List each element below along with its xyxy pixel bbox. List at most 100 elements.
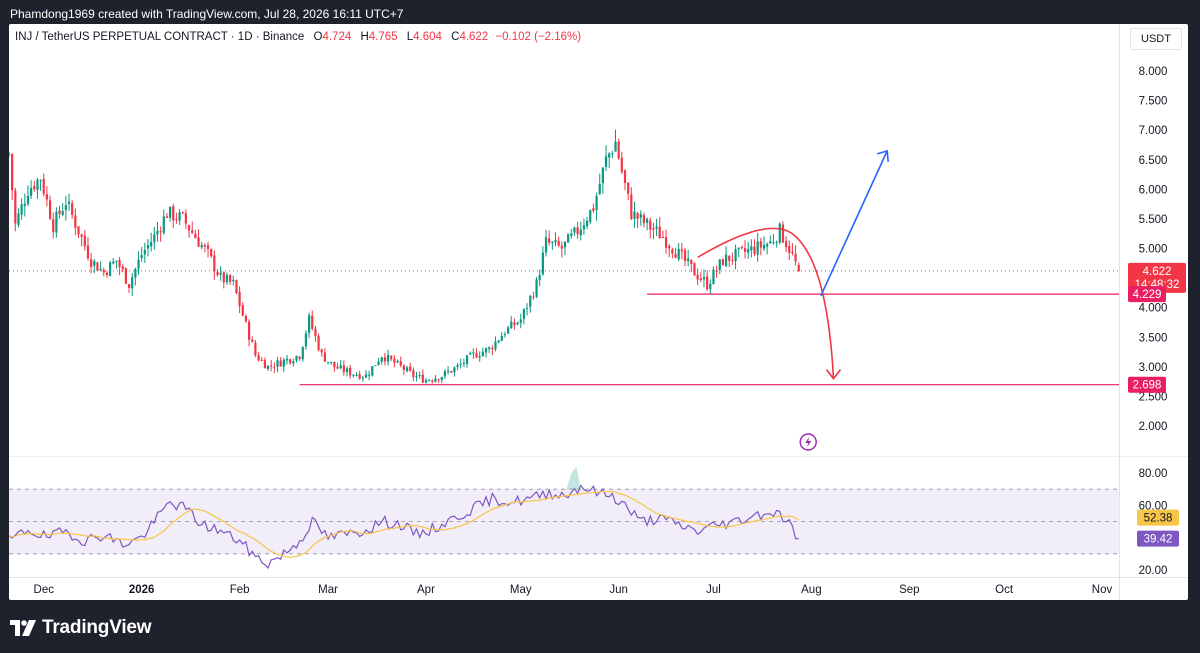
candle-body — [731, 259, 734, 261]
candle-body — [140, 255, 143, 259]
time-tick-label: Oct — [995, 584, 1014, 596]
time-tick-label: 2026 — [129, 584, 155, 596]
candle-body — [235, 280, 238, 294]
candle-body — [500, 335, 503, 342]
currency-button[interactable]: USDT — [1130, 28, 1182, 50]
tradingview-brand: TradingView — [42, 617, 152, 638]
candle-body — [560, 245, 563, 249]
chart-area[interactable]: 8.0007.5007.0006.5006.0005.5005.0004.500… — [9, 24, 1188, 600]
candle-body — [762, 244, 766, 249]
candle-body — [668, 246, 671, 249]
candle-body — [611, 153, 614, 155]
candle-body — [456, 364, 459, 367]
candle-body — [105, 272, 109, 276]
candle-body — [273, 367, 276, 369]
candle-body — [349, 367, 352, 376]
candle-body — [759, 241, 762, 248]
candle-body — [718, 259, 721, 271]
candle-body — [342, 365, 345, 373]
candle-body — [791, 251, 794, 254]
candle-body — [102, 269, 105, 273]
candle-body — [172, 206, 175, 221]
candle-body — [26, 195, 30, 204]
candle-body — [289, 359, 292, 363]
price-and-rsi-chart[interactable]: 8.0007.5007.0006.5006.0005.5005.0004.500… — [9, 24, 1188, 600]
candle-body — [516, 322, 519, 325]
time-tick-label: Mar — [318, 584, 338, 596]
candle-body — [55, 211, 58, 233]
candle-body — [260, 359, 263, 361]
candle-body — [428, 380, 431, 382]
candle-body — [769, 241, 772, 244]
candle-body — [443, 371, 447, 377]
rsi-value: 39.42 — [1144, 534, 1173, 546]
candle-body — [374, 365, 377, 367]
candle-body — [345, 368, 349, 373]
candle-body — [399, 361, 402, 366]
candle-body — [431, 380, 434, 382]
candle-body — [469, 352, 472, 355]
candle-body — [314, 328, 317, 337]
price-tick-label: 3.500 — [1139, 332, 1168, 344]
candle-body — [484, 348, 488, 353]
time-tick-label: Dec — [34, 584, 55, 596]
candle-body — [766, 244, 769, 247]
lightning-bolt-glyph — [805, 437, 812, 447]
candle-body — [127, 284, 131, 289]
candle-body — [156, 230, 159, 235]
candle-body — [184, 213, 188, 224]
bullish-arrow-line — [820, 150, 888, 297]
candle-body — [753, 246, 756, 254]
candle-body — [465, 355, 469, 364]
candle-body — [93, 261, 96, 266]
candle-body — [257, 355, 260, 361]
candle-body — [137, 259, 140, 269]
rsi-ma-value-label — [1137, 509, 1179, 526]
candle-body — [529, 296, 532, 307]
rounded-top-arc — [697, 227, 835, 379]
price-tick-label: 7.500 — [1139, 96, 1168, 108]
rsi-tick-label: 20.00 — [1139, 565, 1168, 577]
candle-body — [355, 374, 358, 376]
price-tick-label: 3.000 — [1139, 362, 1168, 374]
candle-body — [775, 241, 778, 243]
candle-body — [608, 153, 611, 158]
candle-body — [573, 227, 576, 233]
candle-body — [522, 309, 526, 319]
level-price-value: 4.229 — [1133, 289, 1162, 301]
rsi-ma-value: 52.38 — [1144, 513, 1173, 525]
candle-body — [724, 254, 728, 266]
candle-body — [734, 249, 737, 262]
candle-body — [633, 211, 636, 219]
open-value: 4.724 — [322, 31, 352, 43]
candle-body — [80, 234, 83, 237]
candle-body — [36, 179, 39, 190]
candle-body — [642, 215, 646, 224]
candle-body — [86, 245, 90, 259]
candle-body — [525, 307, 529, 309]
candle-body — [282, 359, 285, 367]
candle-body — [715, 270, 718, 272]
candle-body — [491, 347, 494, 350]
created-by-caption: Phamdong1969 created with TradingView.co… — [10, 7, 404, 21]
candle-body — [513, 322, 516, 326]
candle-body — [671, 249, 674, 254]
candle-body — [301, 346, 304, 360]
candle-body — [17, 213, 20, 225]
candle-body — [579, 229, 582, 236]
candle-body — [333, 361, 336, 368]
time-tick-label: Aug — [801, 584, 821, 596]
candle-body — [604, 156, 608, 167]
level-price-value: 2.698 — [1133, 380, 1162, 392]
candle-body — [721, 259, 725, 266]
candle-body — [187, 225, 191, 231]
candle-body — [507, 327, 510, 334]
last-price-label — [1128, 262, 1186, 293]
candle-body — [181, 212, 184, 214]
price-tick-label: 2.500 — [1139, 391, 1168, 403]
candle-body — [33, 185, 36, 190]
candle-body — [58, 210, 61, 214]
tradingview-footer: TradingView — [10, 613, 152, 643]
down-arrow-head — [825, 369, 842, 380]
candle-body — [320, 349, 323, 353]
